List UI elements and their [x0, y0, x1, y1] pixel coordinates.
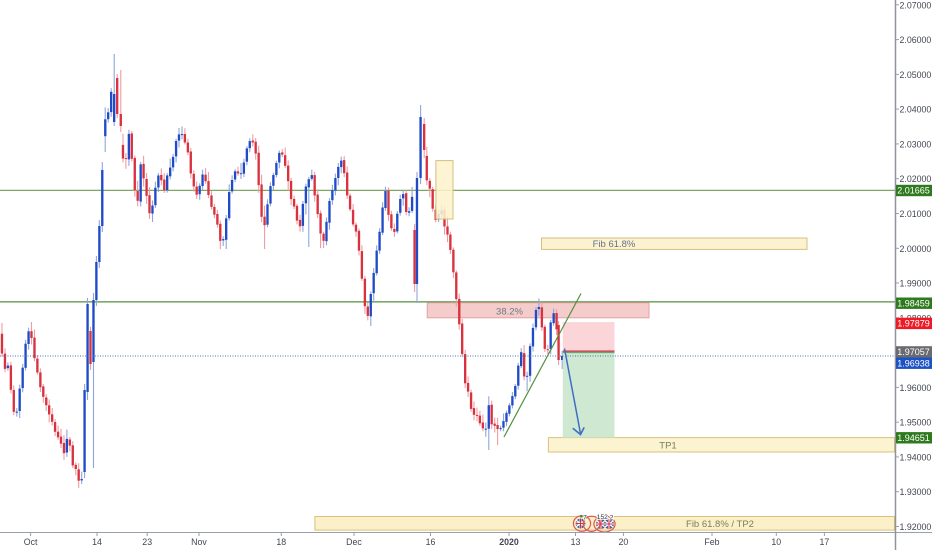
svg-text:18: 18	[276, 537, 286, 547]
svg-text:7: 7	[583, 514, 587, 521]
svg-text:Fib 61.8%: Fib 61.8%	[593, 239, 636, 250]
svg-text:16: 16	[426, 537, 436, 547]
svg-text:10: 10	[771, 537, 781, 547]
svg-text:2.07000: 2.07000	[900, 0, 932, 10]
svg-text:2.04000: 2.04000	[900, 105, 932, 115]
svg-text:14: 14	[92, 537, 102, 547]
svg-text:2020: 2020	[499, 537, 519, 547]
svg-text:Oct: Oct	[24, 537, 38, 547]
svg-text:38.2%: 38.2%	[496, 306, 523, 317]
svg-text:1.97057: 1.97057	[897, 347, 930, 357]
svg-text:2.01000: 2.01000	[900, 209, 932, 219]
svg-text:2.05000: 2.05000	[900, 70, 932, 80]
svg-text:1.93000: 1.93000	[900, 487, 932, 497]
svg-text:Nov: Nov	[191, 537, 207, 547]
svg-text:TP1: TP1	[659, 440, 676, 451]
svg-text:1.94000: 1.94000	[900, 452, 932, 462]
svg-text:1.97879: 1.97879	[897, 319, 930, 329]
svg-text:1.95000: 1.95000	[900, 418, 932, 428]
svg-text:2.02000: 2.02000	[900, 174, 932, 184]
svg-text:Fib 61.8% / TP2: Fib 61.8% / TP2	[686, 519, 754, 530]
svg-text:2.00000: 2.00000	[900, 244, 932, 254]
svg-text:23: 23	[142, 537, 152, 547]
svg-text:1.99000: 1.99000	[900, 279, 932, 289]
svg-text:Feb: Feb	[704, 537, 719, 547]
svg-text:2.03000: 2.03000	[900, 139, 932, 149]
svg-text:2.06000: 2.06000	[900, 35, 932, 45]
svg-text:17: 17	[820, 537, 830, 547]
svg-text:1.96000: 1.96000	[900, 383, 932, 393]
svg-text:2: 2	[610, 514, 614, 521]
svg-text:1.98459: 1.98459	[897, 298, 930, 308]
svg-text:152: 152	[597, 514, 608, 521]
svg-text:2.01665: 2.01665	[897, 186, 930, 196]
svg-text:1.96938: 1.96938	[897, 358, 930, 368]
svg-text:13: 13	[571, 537, 581, 547]
svg-text:Dec: Dec	[346, 537, 362, 547]
svg-text:1.92000: 1.92000	[900, 522, 932, 532]
svg-text:1.94651: 1.94651	[897, 433, 930, 443]
svg-text:20: 20	[619, 537, 629, 547]
